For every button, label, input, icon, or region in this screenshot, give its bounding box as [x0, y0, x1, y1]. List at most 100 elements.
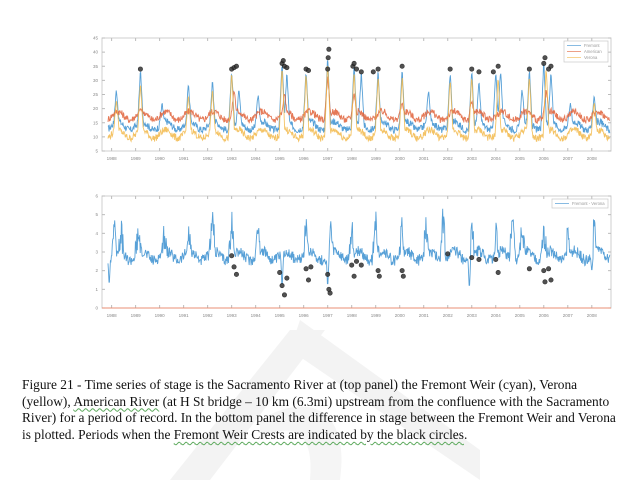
x-tick-label: 2003	[467, 313, 478, 318]
y-tick-label: 35	[93, 64, 99, 69]
x-tick-label: 2002	[443, 156, 454, 161]
crest-marker	[349, 262, 355, 268]
crest-marker	[541, 268, 547, 274]
crest-marker	[325, 66, 331, 72]
x-tick-label: 1998	[347, 156, 358, 161]
crest-marker	[526, 266, 532, 272]
crest-marker	[326, 46, 332, 52]
x-tick-label: 1994	[251, 156, 262, 161]
crest-marker	[351, 60, 357, 66]
x-tick-label: 1992	[203, 156, 214, 161]
crest-marker	[137, 66, 143, 72]
series-american	[107, 76, 611, 125]
caption-text: Figure 21 - Time series of stage is the …	[22, 377, 578, 409]
legend-label: American	[584, 49, 602, 54]
x-tick-label: 1999	[371, 156, 382, 161]
crest-marker	[469, 255, 475, 261]
figure-caption: Figure 21 - Time series of stage is the …	[22, 377, 622, 443]
crest-marker	[476, 69, 482, 75]
crest-marker	[375, 66, 381, 72]
y-tick-label: 15	[93, 120, 99, 125]
x-tick-label: 1989	[131, 156, 142, 161]
crest-marker	[281, 292, 287, 298]
crest-marker	[351, 273, 357, 279]
caption-paragraph: Figure 21 - Time series of stage is the …	[22, 377, 622, 443]
crest-marker	[231, 264, 237, 270]
x-tick-label: 1995	[275, 156, 286, 161]
crest-marker	[277, 270, 283, 276]
x-tick-label: 1994	[251, 313, 262, 318]
x-tick-label: 1989	[131, 313, 142, 318]
x-tick-label: 2001	[419, 313, 430, 318]
spellcheck-underlined-text: Fremont Weir Crests are indicated by the…	[173, 426, 464, 442]
y-tick-label: 2	[95, 268, 98, 273]
x-tick-label: 2002	[443, 313, 454, 318]
x-tick-label: 1988	[107, 156, 118, 161]
y-tick-label: 3	[95, 250, 98, 255]
crest-marker	[542, 279, 548, 285]
x-tick-label: 2006	[539, 156, 550, 161]
crest-marker	[542, 55, 548, 61]
x-tick-label: 1997	[323, 156, 334, 161]
crest-marker	[358, 69, 364, 75]
y-tick-label: 10	[93, 134, 99, 139]
legend-label: Fremont	[584, 43, 600, 48]
crest-marker	[325, 271, 331, 277]
x-tick-label: 1998	[347, 313, 358, 318]
crest-marker	[233, 271, 239, 277]
y-tick-label: 25	[93, 92, 99, 97]
crest-marker	[370, 69, 376, 75]
x-tick-label: 1991	[179, 156, 190, 161]
crest-marker	[229, 253, 235, 259]
x-tick-label: 1995	[275, 313, 286, 318]
x-tick-label: 1996	[299, 156, 310, 161]
crest-marker	[358, 262, 364, 268]
legend-label: Fremont - Verona	[572, 201, 605, 206]
plot-frame	[101, 37, 612, 152]
x-tick-label: 2001	[419, 156, 430, 161]
x-tick-label: 2003	[467, 156, 478, 161]
series-fremont	[107, 59, 611, 135]
crest-marker	[493, 256, 499, 262]
legend-box	[563, 40, 609, 63]
x-tick-label: 1993	[227, 313, 238, 318]
crest-marker	[280, 58, 286, 64]
crest-marker	[353, 258, 359, 264]
x-tick-label: 2004	[491, 156, 502, 161]
crest-marker	[541, 60, 547, 66]
top-chart-svg: 5 10 15 20 25 30 35 40 45 1988 1989 1990 1991 1992 199…	[93, 36, 612, 161]
x-tick-label: 1997	[323, 313, 334, 318]
crest-marker	[305, 277, 311, 283]
x-tick-label: 1999	[371, 313, 382, 318]
crest-marker	[445, 251, 451, 257]
bottom-chart-svg: 0 1 2 3 4 5 6 1988 1989 1990 1991 1992 1993 1994 1995 1…	[95, 194, 612, 318]
crest-marker	[447, 66, 453, 72]
crest-marker	[546, 266, 552, 272]
x-tick-label: 2004	[491, 313, 502, 318]
crest-marker	[469, 66, 475, 72]
legend-label: Verona	[584, 55, 598, 60]
crest-marker	[279, 283, 285, 289]
crest-marker	[399, 268, 405, 274]
x-tick-label: 2000	[395, 156, 406, 161]
x-tick-label: 1992	[203, 313, 214, 318]
crest-marker	[476, 256, 482, 262]
caption-text: .	[463, 426, 468, 442]
y-tick-label: 45	[93, 36, 99, 41]
y-tick-label: 1	[95, 287, 98, 292]
y-tick-label: 5	[95, 212, 98, 217]
crest-marker	[353, 66, 359, 72]
crest-marker	[495, 63, 501, 69]
spellcheck-underlined-text: American River	[73, 393, 160, 409]
x-tick-label: 1993	[227, 156, 238, 161]
y-tick-label: 40	[93, 50, 99, 55]
legend-box	[551, 198, 609, 209]
x-tick-label: 2008	[587, 156, 598, 161]
x-tick-label: 2006	[539, 313, 550, 318]
crest-marker	[284, 65, 290, 71]
x-tick-label: 1988	[107, 313, 118, 318]
crest-marker	[325, 55, 331, 61]
crest-marker	[548, 277, 554, 283]
caption-text: (at H St bridge – 10 km (6.3mi) upstream…	[22, 393, 616, 442]
crest-marker	[399, 63, 405, 69]
